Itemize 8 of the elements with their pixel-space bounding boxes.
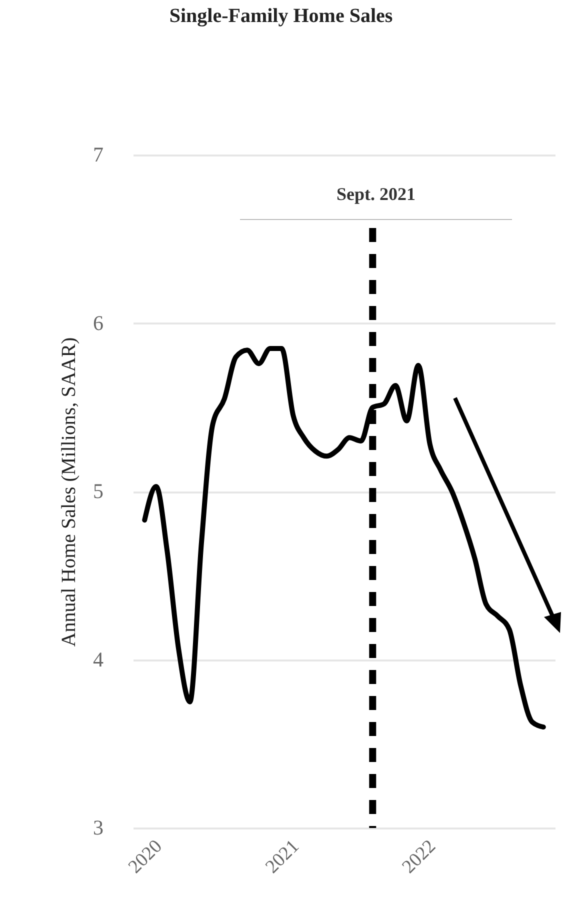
y-tick-label: 5	[93, 479, 104, 503]
chart-title: Single-Family Home Sales	[169, 5, 393, 27]
ref-line-label: Sept. 2021	[335, 184, 416, 205]
y-tick-label: 7	[93, 142, 104, 166]
y-axis-title: Annual Home Sales (Millions, SAAR)	[58, 337, 80, 647]
y-tick-label: 6	[93, 310, 104, 335]
y-tick-label: 4	[93, 647, 104, 672]
y-tick-label: 3	[93, 816, 104, 840]
